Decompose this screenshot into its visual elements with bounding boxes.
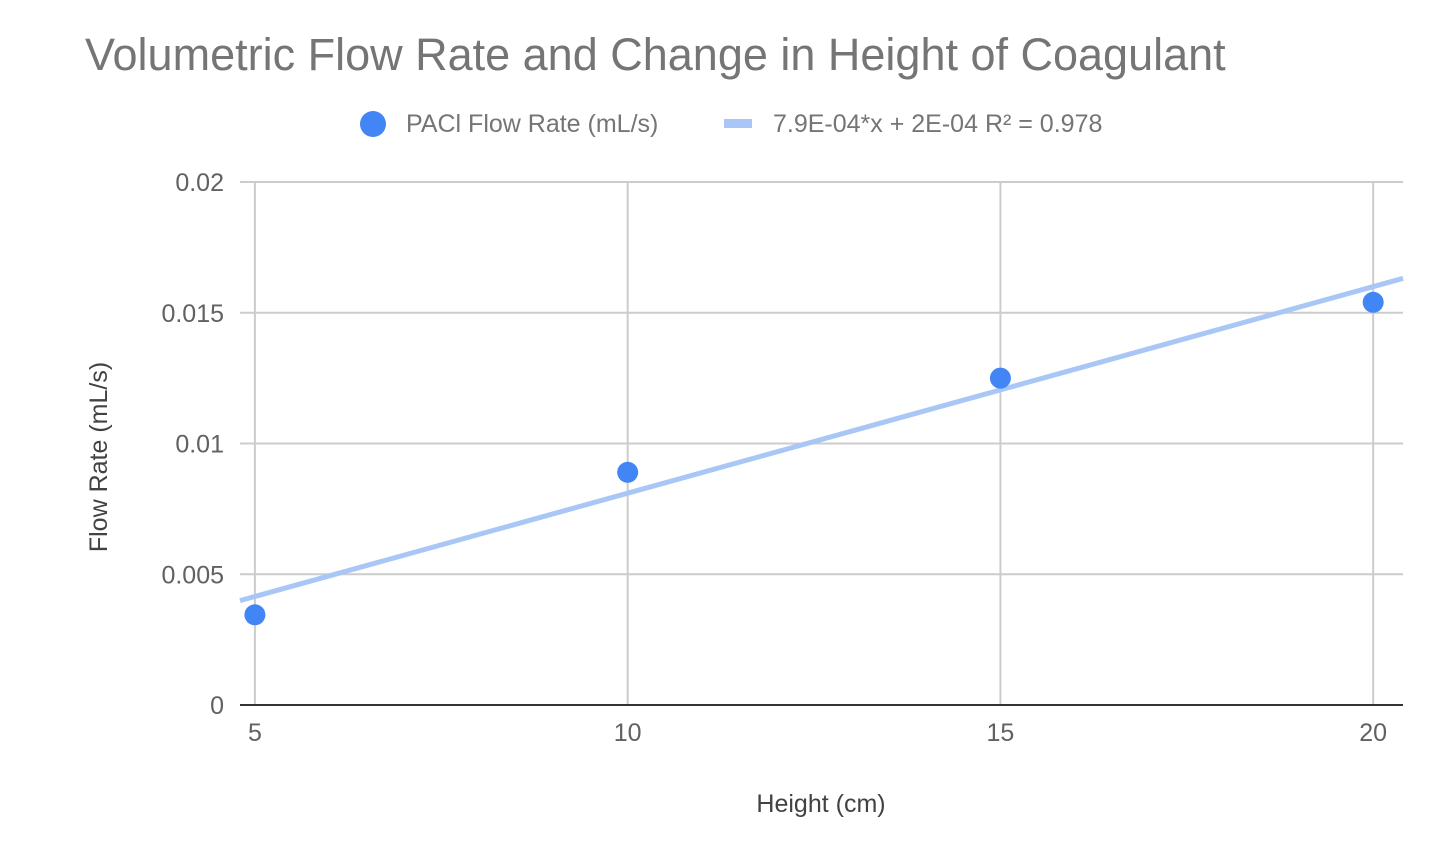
legend-marker-series-1	[360, 111, 386, 137]
legend-label-series-2: 7.9E-04*x + 2E-04 R² = 0.978	[773, 110, 1102, 138]
y-tick-label: 0.005	[161, 561, 224, 589]
gridlines	[240, 181, 1403, 705]
y-tick-label: 0.02	[175, 169, 224, 197]
data-points	[244, 291, 1384, 626]
x-tick-label: 15	[987, 719, 1015, 747]
trendline	[239, 275, 1404, 604]
legend-label-series-1: PACl Flow Rate (mL/s)	[406, 110, 658, 138]
x-tick-label: 20	[1359, 719, 1387, 747]
data-point	[989, 367, 1011, 389]
legend-marker-series-2	[724, 119, 752, 128]
data-point	[617, 461, 639, 483]
y-tick-label: 0	[210, 692, 224, 720]
y-tick-label: 0.01	[175, 431, 224, 459]
y-axis-label: Flow Rate (mL/s)	[85, 362, 113, 552]
legend: PACl Flow Rate (mL/s) 7.9E-04*x + 2E-04 …	[360, 110, 1102, 138]
x-tick-label: 5	[248, 719, 262, 747]
trendline-layer	[239, 275, 1404, 604]
y-tick-label: 0.015	[161, 300, 224, 328]
chart-title: Volumetric Flow Rate and Change in Heigh…	[85, 29, 1226, 80]
data-point	[244, 604, 266, 626]
axes: 0 0.005 0.01 0.015 0.02 5 10 15 20	[161, 169, 1403, 747]
data-point	[1362, 291, 1384, 313]
x-tick-label: 10	[614, 719, 642, 747]
x-axis-label: Height (cm)	[756, 790, 885, 818]
